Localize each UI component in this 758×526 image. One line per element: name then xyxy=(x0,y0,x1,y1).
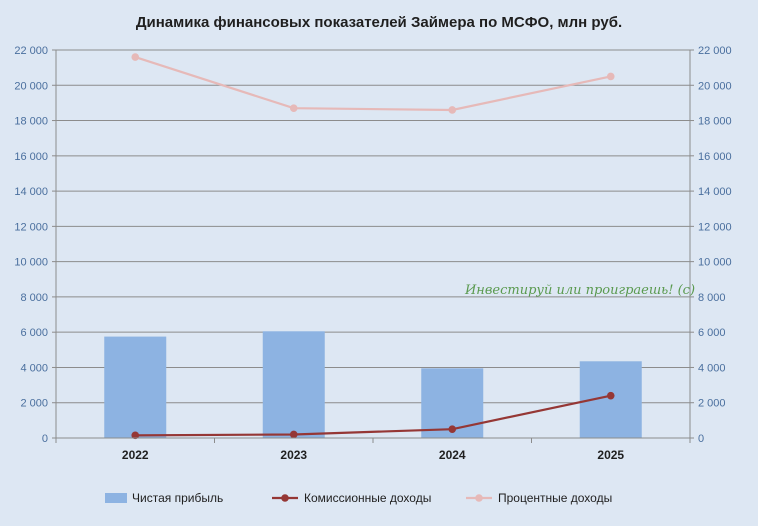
bar-2022 xyxy=(104,336,167,438)
y-tick-label-right: 18 000 xyxy=(698,116,732,128)
y-tick-label-right: 16 000 xyxy=(698,151,732,163)
series-point xyxy=(289,104,298,112)
series-point xyxy=(131,53,140,61)
x-tick-label: 2025 xyxy=(597,448,624,462)
series-point xyxy=(606,391,615,400)
lines-layer xyxy=(131,53,615,440)
y-tick-label-left: 12 000 xyxy=(14,221,48,233)
x-tick-label: 2024 xyxy=(439,448,466,462)
y-tick-label-right: 4 000 xyxy=(698,362,726,374)
legend-label: Комиссионные доходы xyxy=(304,491,431,505)
y-tick-label-left: 22 000 xyxy=(14,45,48,57)
series-point xyxy=(131,431,140,440)
y-tick-label-right: 12 000 xyxy=(698,221,732,233)
chart-title: Динамика финансовых показателей Займера … xyxy=(136,14,622,31)
series-point xyxy=(448,425,457,433)
y-tick-label-right: 20 000 xyxy=(698,80,732,92)
series-line xyxy=(134,56,611,112)
legend-label: Процентные доходы xyxy=(498,491,612,505)
y-tick-label-right: 6 000 xyxy=(698,327,726,339)
y-tick-label-left: 6 000 xyxy=(20,327,48,339)
y-tick-label-left: 18 000 xyxy=(14,116,48,128)
series-point xyxy=(289,430,298,439)
legend-swatch-marker xyxy=(475,494,483,502)
y-tick-label-right: 10 000 xyxy=(698,257,732,269)
y-tick-label-left: 8 000 xyxy=(20,292,48,304)
legend-swatch-bar xyxy=(105,493,127,503)
bars-layer xyxy=(104,331,642,438)
y-tick-label-right: 8 000 xyxy=(698,292,726,304)
y-tick-label-left: 20 000 xyxy=(14,80,48,92)
y-tick-label-right: 22 000 xyxy=(698,45,732,57)
legend: Чистая прибыль Комиссионные доходы Процент… xyxy=(105,491,612,505)
y-tick-label-left: 2 000 xyxy=(20,398,48,410)
axis-layer: 0 0 2 000 2 000 4 000 4 000 6 000 6 000 8 000 8 0… xyxy=(14,45,731,462)
legend-swatch-marker xyxy=(281,494,289,502)
y-tick-label-left: 4 000 xyxy=(20,362,48,374)
series-point xyxy=(606,72,615,81)
x-tick-label: 2022 xyxy=(122,448,149,462)
y-tick-label-right: 0 xyxy=(698,433,704,445)
watermark-annotation: Инвестируй или проиграешь! (с) xyxy=(464,283,695,298)
series-line xyxy=(135,394,611,437)
y-tick-label-right: 14 000 xyxy=(698,186,732,198)
y-tick-label-left: 16 000 xyxy=(14,151,48,163)
x-tick-label: 2023 xyxy=(280,448,307,462)
y-tick-label-left: 10 000 xyxy=(14,257,48,269)
series-point xyxy=(448,106,457,114)
bar-2023 xyxy=(262,331,325,438)
y-tick-label-left: 0 xyxy=(42,433,48,445)
legend-label: Чистая прибыль xyxy=(132,491,223,505)
y-tick-label-right: 2 000 xyxy=(698,398,726,410)
y-tick-label-left: 14 000 xyxy=(14,186,48,198)
